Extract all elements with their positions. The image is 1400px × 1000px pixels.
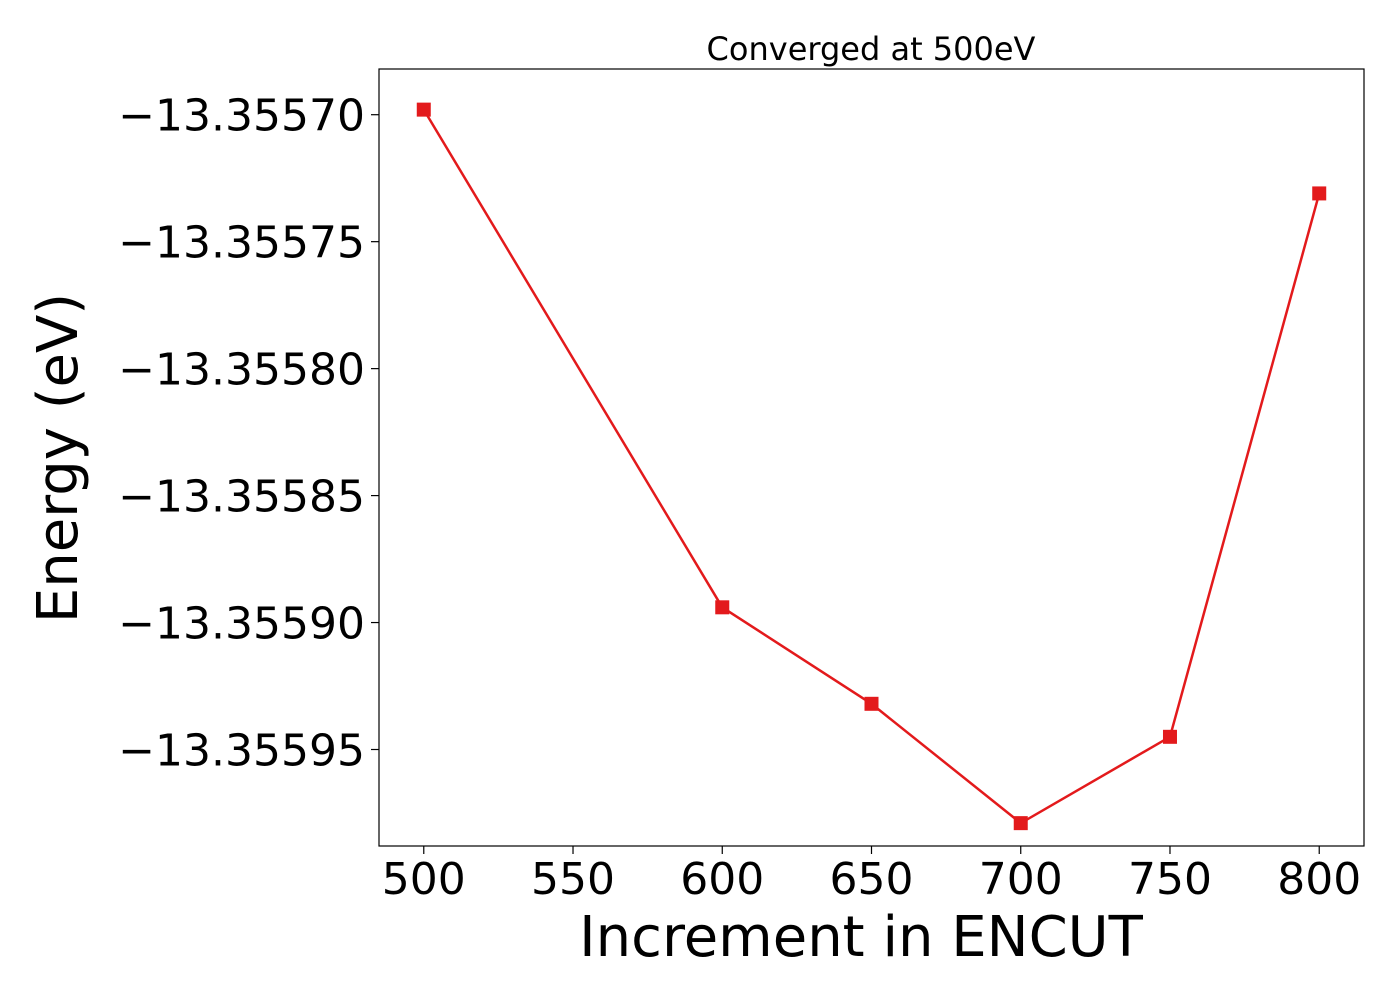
y-tick-label: −13.35595 <box>118 726 365 777</box>
x-axis: 500 550 600 650 700 750 800 <box>382 846 1361 905</box>
x-tick-label: 500 <box>382 854 466 905</box>
x-tick-label: 700 <box>979 854 1063 905</box>
y-axis-label: Energy (eV) <box>26 293 91 623</box>
y-axis: −13.35570 −13.35575 −13.35580 −13.35585 −13.… <box>118 91 379 777</box>
chart-title: Converged at 500eV <box>707 30 1036 68</box>
data-point <box>1013 816 1028 831</box>
plot-area <box>416 102 1327 831</box>
x-tick-label: 800 <box>1277 854 1361 905</box>
y-tick-label: −13.35580 <box>118 345 365 396</box>
data-point <box>715 600 730 615</box>
data-point <box>416 102 431 117</box>
y-tick-label: −13.35575 <box>118 218 365 269</box>
data-point <box>1162 729 1177 744</box>
data-point <box>864 696 879 711</box>
x-tick-label: 750 <box>1128 854 1212 905</box>
y-tick-label: −13.35590 <box>118 599 365 650</box>
axes-frame <box>378 68 1365 847</box>
data-point <box>1312 186 1327 201</box>
x-tick-label: 650 <box>830 854 914 905</box>
series-line <box>422 108 1321 825</box>
y-tick-label: −13.35585 <box>118 472 365 523</box>
x-tick-label: 550 <box>531 854 615 905</box>
x-axis-label: Increment in ENCUT <box>579 905 1144 970</box>
y-tick-label: −13.35570 <box>118 91 365 142</box>
x-tick-label: 600 <box>680 854 764 905</box>
